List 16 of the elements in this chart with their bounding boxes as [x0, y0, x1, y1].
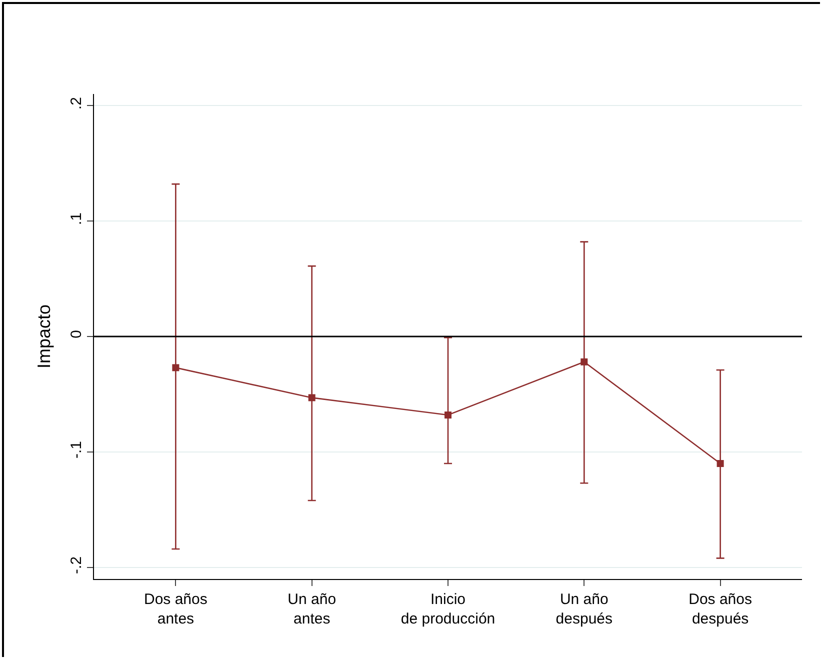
point	[444, 412, 452, 419]
point	[716, 460, 724, 468]
point	[580, 358, 588, 366]
x-tick-label: Inicio de producción	[400, 591, 496, 628]
y-tick-label: -.2	[68, 556, 85, 574]
y-axis-title: Impacto	[34, 304, 54, 369]
x-tick-label: Dos años después	[688, 591, 752, 628]
point	[172, 364, 180, 372]
y-tick-label: .1	[68, 212, 85, 226]
point	[308, 394, 316, 402]
x-tick-label: Dos años antes	[144, 591, 208, 628]
y-tick-label: -.1	[68, 440, 85, 458]
y-tick-label: .2	[68, 97, 85, 110]
x-tick-label: Un año antes	[288, 591, 336, 628]
x-tick-label: Un año después	[556, 591, 613, 628]
y-tick-label: 0	[68, 330, 85, 338]
